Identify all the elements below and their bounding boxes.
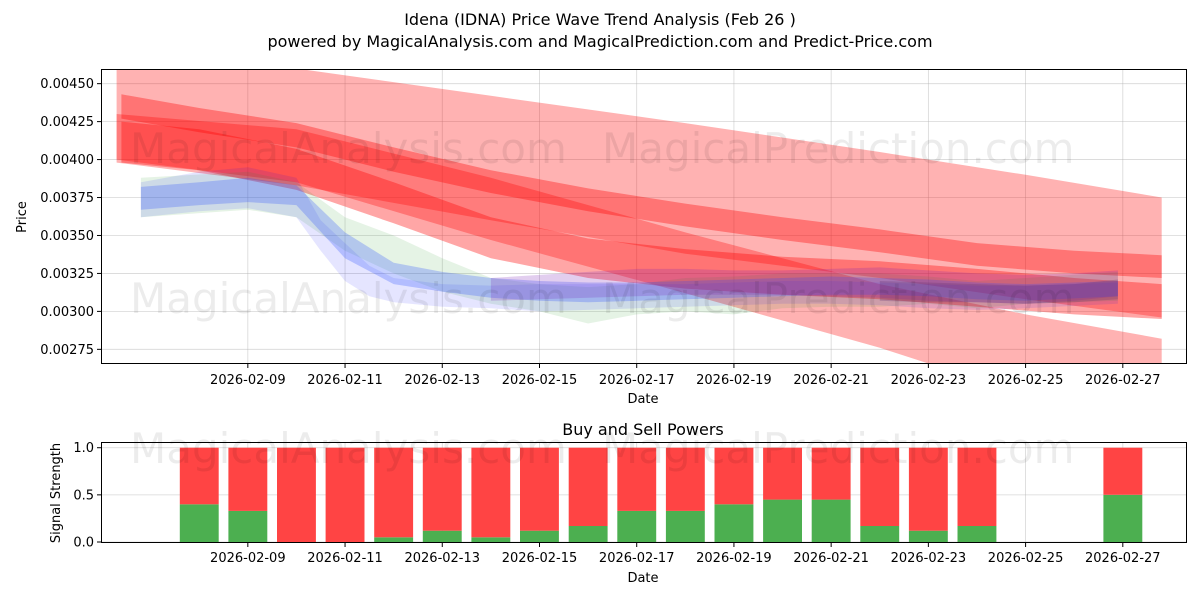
signal-y-axis: 0.0 0.5 1.0 (73, 441, 102, 551)
signal-x-label: Date (627, 571, 658, 586)
signal-ytick-label-0: 0.0 (73, 536, 94, 551)
price-bands (116, 70, 1162, 363)
signal-xtick-label-3: 2026-02-15 (502, 551, 578, 566)
price-y-axis: 0.00275 0.00300 0.00325 0.00350 0.00375 0.004… (40, 77, 102, 358)
price-ytick-label-2: 0.00325 (40, 267, 94, 282)
watermark-analysis-mid: MagicalAnalysis.com (130, 274, 567, 323)
price-xtick-label-0: 2026-02-09 (210, 373, 286, 388)
price-wave-chart: MagicalAnalysis.com MagicalPrediction.co… (15, 69, 1187, 407)
buy-sell-chart: Buy and Sell Powers MagicalAnalysis.com … (49, 420, 1187, 586)
price-ytick-label-6: 0.00425 (40, 115, 94, 130)
signal-xtick-label-9: 2026-02-27 (1085, 551, 1161, 566)
sell-bar-4 (374, 447, 414, 538)
watermark-prediction-mid: MagicalPrediction.com (602, 274, 1075, 323)
red-band-narrow (121, 94, 1162, 278)
sell-bar-14 (860, 447, 900, 526)
buy-bar-7 (520, 530, 559, 542)
sell-bar-12 (763, 447, 802, 500)
buy-bar-18 (1103, 494, 1143, 542)
sell-bar-15 (908, 447, 948, 531)
price-x-label: Date (627, 392, 658, 407)
price-x-axis: 2026-02-09 2026-02-11 2026-02-13 2026-02-15… (210, 363, 1161, 388)
signal-ytick-label-2: 1.0 (73, 441, 94, 456)
blue-band-wide (140, 167, 1118, 312)
signal-xtick-label-5: 2026-02-19 (696, 551, 772, 566)
price-gridlines (102, 70, 1186, 363)
buy-bar-5 (422, 530, 462, 542)
buy-bar-0 (179, 504, 219, 542)
sell-bar-2 (277, 447, 316, 542)
watermark-prediction-top: MagicalPrediction.com (602, 124, 1075, 173)
sell-bar-3 (325, 447, 365, 542)
sell-bar-6 (471, 447, 511, 538)
sell-bar-11 (714, 447, 754, 505)
price-xtick-label-1: 2026-02-11 (307, 373, 383, 388)
signal-x-axis: 2026-02-09 2026-02-11 2026-02-13 2026-02-15… (210, 542, 1161, 566)
price-xtick-label-9: 2026-02-27 (1085, 373, 1161, 388)
sell-bar-5 (422, 447, 462, 531)
sell-bar-16 (957, 447, 997, 526)
buy-bar-10 (665, 510, 705, 542)
price-xtick-label-8: 2026-02-25 (988, 373, 1064, 388)
red-band-wide-lower (116, 114, 1162, 363)
signal-y-label: Signal Strength (49, 443, 64, 543)
signal-ytick-label-1: 0.5 (73, 488, 94, 503)
chart-subtitle: powered by MagicalAnalysis.com and Magic… (267, 32, 932, 51)
signal-xtick-label-1: 2026-02-11 (307, 551, 383, 566)
price-xtick-label-2: 2026-02-13 (404, 373, 480, 388)
price-xtick-label-7: 2026-02-23 (891, 373, 967, 388)
price-ytick-label-7: 0.00450 (40, 77, 94, 92)
price-y-label: Price (15, 201, 30, 233)
signal-bars (179, 447, 1143, 542)
sell-bar-13 (811, 447, 851, 500)
red-band-mid (121, 121, 1162, 319)
buy-bar-1 (228, 510, 268, 542)
blue-band-core (140, 177, 1118, 303)
watermark-analysis-bottom: MagicalAnalysis.com (130, 424, 567, 473)
signal-xtick-label-0: 2026-02-09 (210, 551, 286, 566)
signal-xtick-label-8: 2026-02-25 (988, 551, 1064, 566)
sell-bar-1 (228, 447, 268, 511)
signal-xtick-label-2: 2026-02-13 (404, 551, 480, 566)
price-ytick-label-0: 0.00275 (40, 343, 94, 358)
buy-bar-8 (568, 526, 608, 542)
watermark-analysis-top: MagicalAnalysis.com (130, 124, 567, 173)
price-xtick-label-6: 2026-02-21 (793, 373, 869, 388)
chart-title: Idena (IDNA) Price Wave Trend Analysis (… (404, 10, 796, 29)
buy-bar-13 (811, 499, 851, 542)
buy-bar-9 (617, 510, 657, 542)
price-xtick-label-5: 2026-02-19 (696, 373, 772, 388)
buy-bar-12 (763, 499, 802, 542)
sell-bar-0 (179, 447, 219, 505)
buy-bar-16 (957, 526, 997, 542)
price-ytick-label-4: 0.00375 (40, 191, 94, 206)
purple-band (490, 267, 1118, 304)
price-ytick-label-1: 0.00300 (40, 305, 94, 320)
price-ytick-label-3: 0.00350 (40, 229, 94, 244)
sell-bar-8 (568, 447, 608, 526)
sell-bar-9 (617, 447, 657, 511)
signal-xtick-label-7: 2026-02-23 (891, 551, 967, 566)
buy-sell-title: Buy and Sell Powers (562, 420, 724, 439)
green-band (140, 171, 1118, 324)
buy-bar-14 (860, 526, 900, 542)
price-ytick-label-5: 0.00400 (40, 153, 94, 168)
sell-bar-7 (520, 447, 559, 531)
signal-plot-frame (101, 442, 1187, 543)
buy-bar-6 (471, 537, 511, 542)
buy-bar-11 (714, 504, 754, 542)
sell-bar-18 (1103, 447, 1143, 495)
red-band-wide-upper (116, 70, 1162, 318)
dark-band (879, 279, 1118, 304)
buy-bar-15 (908, 530, 948, 542)
price-xtick-label-3: 2026-02-15 (502, 373, 578, 388)
price-plot-frame (101, 69, 1187, 364)
buy-bar-4 (374, 537, 414, 542)
watermark-prediction-bottom: MagicalPrediction.com (602, 424, 1075, 473)
signal-xtick-label-6: 2026-02-21 (793, 551, 869, 566)
price-xtick-label-4: 2026-02-17 (599, 373, 675, 388)
sell-bar-10 (665, 447, 705, 511)
signal-xtick-label-4: 2026-02-17 (599, 551, 675, 566)
